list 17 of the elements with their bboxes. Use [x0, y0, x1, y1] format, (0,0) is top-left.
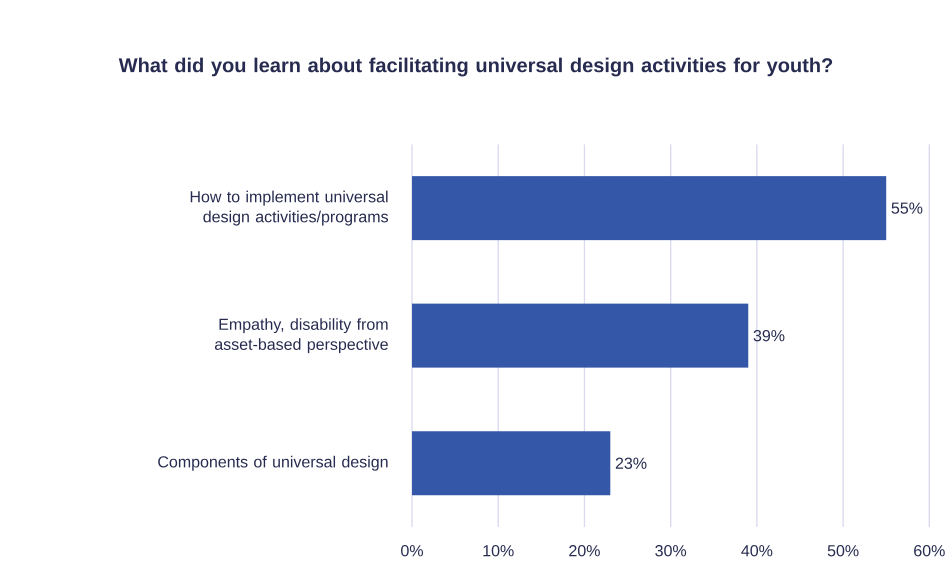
x-tick-label: 50% [828, 545, 859, 556]
y-tick-label: Empathy, disability from asset-based perspective [214, 318, 388, 354]
x-tick-label: 20% [569, 545, 600, 556]
data-label: 23% [616, 458, 646, 469]
x-tick-label: 40% [741, 545, 772, 556]
chart-title: What did you learn about facilitating universal design activities for youth? [118, 58, 832, 76]
bar [412, 304, 748, 368]
x-tick-label: 60% [914, 545, 945, 556]
data-label: 39% [754, 330, 784, 342]
y-tick-label: Components of universal design [158, 456, 388, 471]
data-label: 55% [892, 202, 922, 214]
x-tick-label: 10% [483, 545, 514, 556]
x-tick-label: 0% [401, 545, 423, 556]
bar [412, 176, 886, 240]
y-tick-label: How to implement universal design activities/programs [190, 190, 388, 226]
bar [412, 431, 610, 496]
x-tick-label: 30% [655, 545, 686, 556]
